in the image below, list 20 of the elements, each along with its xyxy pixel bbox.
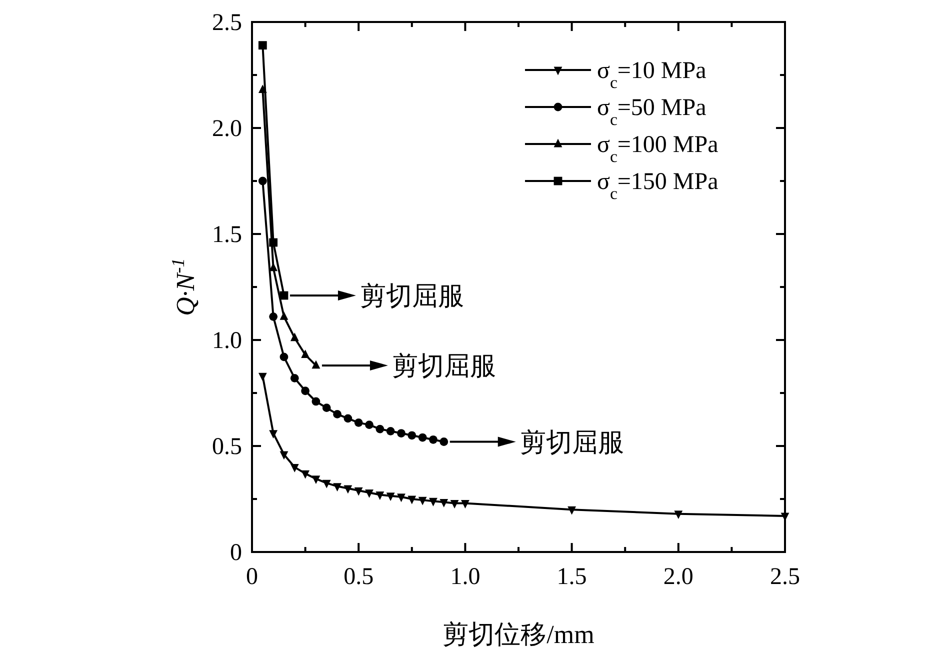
- y-tick-label: 1.0: [212, 328, 242, 354]
- y-tick-label: 0.5: [212, 434, 242, 460]
- y-tick-label: 1.5: [212, 222, 242, 248]
- x-tick-label: 0: [246, 564, 258, 590]
- legend-label: σ$_{c}$=150 MPa: [597, 169, 719, 202]
- x-tick-label: 1.5: [556, 564, 587, 590]
- annotation: 剪切屈服: [520, 428, 624, 458]
- y-tick-label: 0: [230, 540, 242, 566]
- x-axis-title: 剪切位移/mm: [442, 620, 594, 649]
- legend-label: σ$_{c}$=10 MPa: [597, 58, 707, 92]
- legend-label: σ$_{c}$=50 MPa: [597, 95, 707, 128]
- y-tick-label: 2.5: [212, 10, 242, 36]
- y-tick-label: 2.0: [212, 116, 242, 142]
- annotation: 剪切屈服: [392, 351, 496, 382]
- x-tick-label: 0.5: [344, 564, 374, 590]
- x-tick-label: 2.0: [663, 564, 694, 590]
- x-tick-label: 1.0: [450, 564, 480, 590]
- legend-label: σ$_{c}$=100 MPa: [597, 132, 719, 166]
- annotation: 剪切屈服: [360, 281, 464, 312]
- x-tick-label: 2.5: [770, 564, 800, 590]
